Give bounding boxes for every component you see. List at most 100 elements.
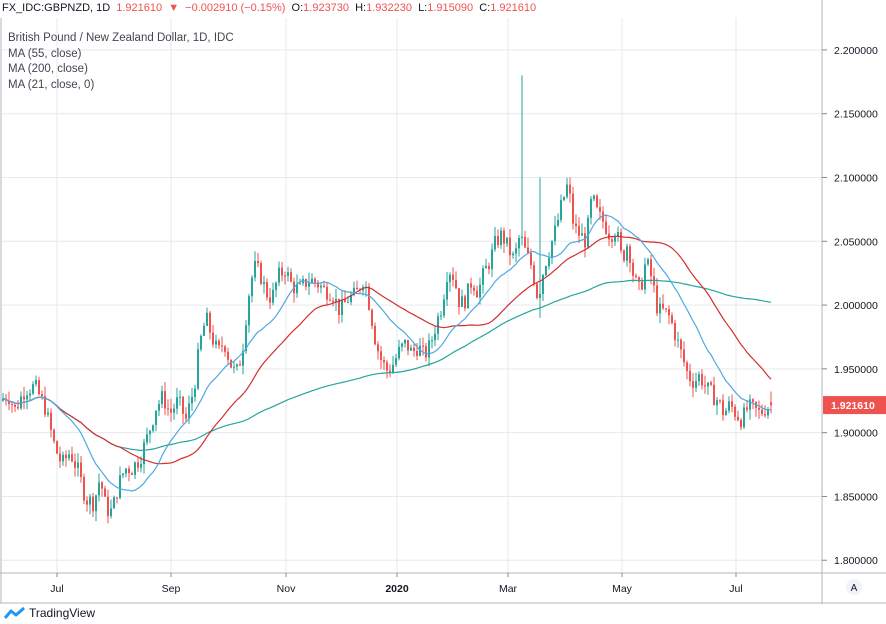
candle-body	[278, 267, 280, 283]
candle-body	[761, 409, 763, 415]
candle-body	[605, 221, 607, 234]
candle-body	[242, 351, 244, 366]
candle-body	[458, 288, 460, 307]
candle-body	[386, 362, 388, 371]
candle-body	[626, 246, 628, 261]
candle-body	[770, 402, 772, 406]
candle-body	[542, 274, 544, 294]
candle-body	[119, 475, 121, 498]
legend-ma200[interactable]: MA (200, close)	[8, 63, 88, 75]
candle-body	[512, 253, 514, 256]
candle-body	[374, 325, 376, 345]
candle-body	[368, 286, 370, 310]
candle-body	[95, 495, 97, 512]
candle-body	[65, 454, 67, 459]
candle-body	[35, 380, 37, 385]
legend-title[interactable]: British Pound / New Zealand Dollar, 1D, …	[8, 32, 234, 44]
candle-body	[599, 207, 601, 212]
candle-body	[356, 287, 358, 290]
x-tick-label: Jul	[50, 583, 63, 595]
candle-body	[317, 282, 319, 288]
candle-body	[203, 325, 205, 336]
candle-body	[245, 325, 247, 352]
candle-body	[479, 284, 481, 298]
candle-body	[68, 454, 70, 459]
candle-body	[389, 370, 391, 373]
candle-body	[671, 315, 673, 323]
auto-scale-button[interactable]: A	[846, 579, 862, 595]
candle-body	[353, 287, 355, 295]
candle-body	[392, 364, 394, 373]
candle-body	[350, 294, 352, 303]
auto-scale-circle	[846, 579, 862, 595]
candle-body	[533, 265, 535, 284]
candle-body	[239, 364, 241, 366]
candle-body	[17, 406, 19, 409]
candle-body	[335, 298, 337, 303]
candle-body	[50, 412, 52, 430]
low-value: 1.915090	[427, 2, 474, 14]
symbol-name[interactable]: FX_IDC:GBPNZD, 1D	[2, 2, 111, 14]
candle-body	[323, 285, 325, 287]
candle-body	[314, 278, 316, 283]
candle-body	[71, 454, 73, 462]
candle-body	[227, 351, 229, 360]
candle-body	[527, 247, 529, 254]
candle-body	[44, 396, 46, 415]
candle-body	[62, 454, 64, 462]
candle-body	[656, 285, 658, 314]
candle-body	[137, 462, 139, 468]
candle-body	[284, 275, 286, 277]
brand-name: TradingView	[29, 606, 96, 620]
candle-body	[338, 298, 340, 316]
candle-body	[560, 199, 562, 220]
candle-body	[668, 309, 670, 316]
candle-body	[578, 226, 580, 236]
candle-body	[707, 382, 709, 387]
candle-body	[566, 184, 568, 197]
x-tick-label: May	[612, 583, 633, 595]
close-label: C:	[479, 2, 491, 14]
symbol-header: FX_IDC:GBPNZD, 1D 1.921610 ▼ −0.002910 (…	[2, 2, 539, 14]
candle-body	[476, 290, 478, 298]
candle-body	[266, 281, 268, 298]
candle-body	[683, 349, 685, 363]
candle-body	[638, 277, 640, 282]
candle-body	[236, 364, 238, 367]
chart-grid	[2, 18, 822, 573]
candle-body	[719, 400, 721, 402]
candle-body	[410, 347, 412, 351]
candle-body	[170, 408, 172, 413]
candle-body	[110, 508, 112, 517]
candle-body	[449, 274, 451, 283]
candle-body	[434, 333, 436, 341]
candle-body	[491, 249, 493, 270]
candle-body	[143, 442, 145, 465]
candle-body	[728, 401, 730, 411]
legend-ma55[interactable]: MA (55, close)	[8, 47, 82, 60]
candle-body	[452, 274, 454, 280]
candle-body	[398, 346, 400, 359]
price-tag-text: 1.921610	[831, 400, 875, 412]
candle-body	[737, 416, 739, 420]
candle-body	[662, 303, 664, 309]
candle-body	[740, 419, 742, 428]
candle-body	[557, 219, 559, 226]
candle-body	[521, 236, 523, 239]
candle-body	[260, 263, 262, 284]
candle-body	[215, 340, 217, 345]
last-price: 1.921610	[116, 2, 163, 14]
legend-ma21[interactable]: MA (21, close, 0)	[8, 78, 95, 91]
candle-body	[23, 396, 25, 400]
candle-body	[56, 441, 58, 454]
candle-body	[641, 281, 643, 290]
candle-body	[536, 283, 538, 298]
high-value: 1.932230	[366, 2, 412, 14]
candle-body	[674, 322, 676, 341]
candle-body	[77, 462, 79, 468]
x-tick-label: Sep	[162, 583, 181, 595]
candle-body	[206, 312, 208, 326]
tradingview-logo[interactable]: TradingView	[4, 606, 95, 620]
candle-body	[200, 335, 202, 350]
